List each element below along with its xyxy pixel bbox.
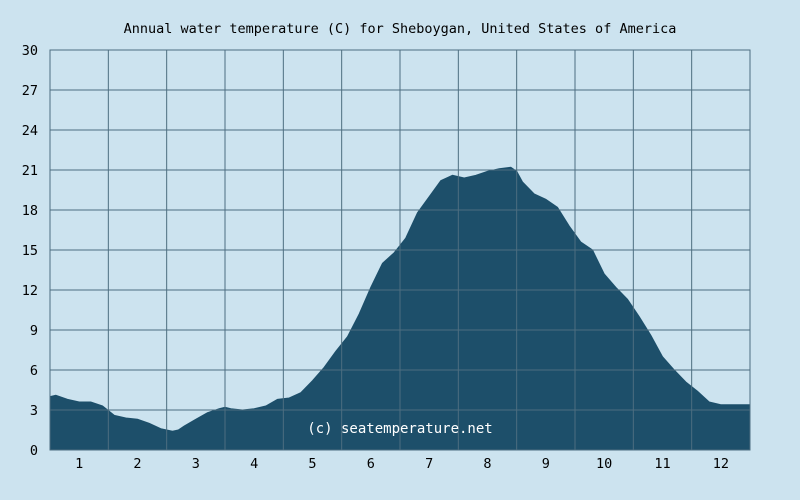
x-tick-label: 4: [250, 456, 258, 472]
x-tick-label: 9: [542, 456, 550, 472]
watermark: (c) seatemperature.net: [307, 421, 492, 437]
grid-lines: [49, 49, 751, 451]
y-tick-label: 24: [22, 123, 38, 139]
plot-border: [49, 49, 751, 451]
x-tick-label: 2: [133, 456, 141, 472]
x-tick-label: 3: [192, 456, 200, 472]
x-tick-label: 12: [713, 456, 729, 472]
y-tick-label: 12: [22, 283, 38, 299]
x-tick-label: 1: [75, 456, 83, 472]
y-tick-label: 21: [22, 163, 38, 179]
x-tick-label: 8: [483, 456, 491, 472]
y-tick-label: 18: [22, 203, 38, 219]
y-axis-tick-labels: 0 3 6 9 12 15 18 21 24 27 30: [22, 43, 38, 459]
y-tick-label: 0: [30, 443, 38, 459]
x-tick-label: 11: [654, 456, 670, 472]
chart-title: Annual water temperature (C) for Sheboyg…: [124, 21, 677, 37]
y-tick-label: 30: [22, 43, 38, 59]
x-axis-tick-labels: 1 2 3 4 5 6 7 8 9 10 11 12: [75, 456, 729, 472]
y-tick-label: 27: [22, 83, 38, 99]
x-tick-label: 6: [367, 456, 375, 472]
y-tick-label: 6: [30, 363, 38, 379]
x-tick-label: 7: [425, 456, 433, 472]
y-tick-label: 15: [22, 243, 38, 259]
y-tick-label: 9: [30, 323, 38, 339]
x-tick-label: 5: [308, 456, 316, 472]
x-tick-label: 10: [596, 456, 612, 472]
y-tick-label: 3: [30, 403, 38, 419]
